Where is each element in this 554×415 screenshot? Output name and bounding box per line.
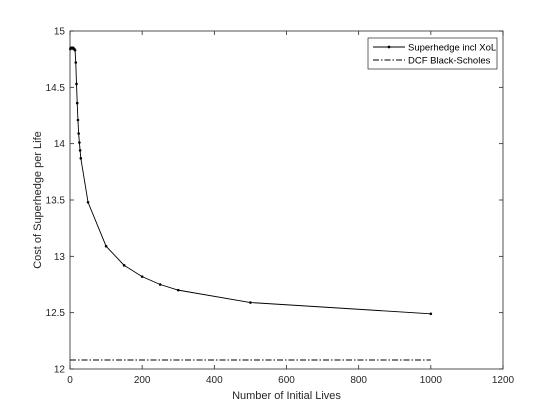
- data-point: [74, 61, 78, 64]
- data-point: [77, 132, 80, 135]
- x-tick-label: 200: [134, 375, 151, 386]
- y-tick-label: 14.5: [46, 83, 66, 94]
- data-point: [75, 101, 79, 105]
- data-point: [158, 283, 162, 286]
- data-point: [75, 82, 78, 86]
- y-tick-label: 15: [54, 27, 66, 38]
- data-point: [140, 275, 144, 278]
- data-point: [249, 301, 252, 304]
- y-tick-label: 12: [54, 365, 66, 376]
- data-point: [79, 157, 83, 160]
- x-axis: 0 200 400 600 800 1000 1200: [67, 31, 515, 386]
- data-point: [86, 200, 90, 204]
- data-point: [78, 149, 82, 152]
- x-axis-label: Number of Initial Lives: [232, 390, 341, 402]
- y-tick-label: 14: [54, 139, 66, 150]
- series-layer: [69, 46, 433, 361]
- y-tick-label: 13: [54, 252, 66, 263]
- y-tick-label: 12.5: [46, 308, 66, 319]
- data-point: [122, 264, 126, 267]
- y-axis-label: Cost of Superhedge per Life: [32, 131, 44, 269]
- legend-label-dcf: DCF Black-Scholes: [408, 56, 491, 67]
- y-axis: 12 12.5 13 13.5 14 14.5 15: [46, 27, 503, 376]
- data-point: [429, 312, 433, 316]
- y-tick-label: 13.5: [46, 196, 66, 207]
- x-tick-label: 1000: [420, 375, 443, 386]
- x-tick-label: 1200: [492, 375, 515, 386]
- x-tick-label: 400: [206, 375, 223, 386]
- legend: Superhedge incl XoL DCF Black-Scholes: [367, 37, 498, 70]
- data-point: [104, 244, 108, 248]
- x-tick-label: 0: [67, 375, 73, 386]
- data-point: [176, 288, 180, 292]
- plot-area: [69, 30, 504, 370]
- data-point: [73, 48, 77, 52]
- legend-label-superhedge: Superhedge incl XoL: [408, 43, 496, 54]
- data-point: [78, 141, 81, 144]
- legend-marker-superhedge: [387, 45, 391, 49]
- legend-box: [367, 37, 498, 70]
- x-tick-label: 800: [350, 375, 367, 386]
- data-point: [76, 118, 80, 122]
- x-tick-label: 600: [278, 375, 295, 386]
